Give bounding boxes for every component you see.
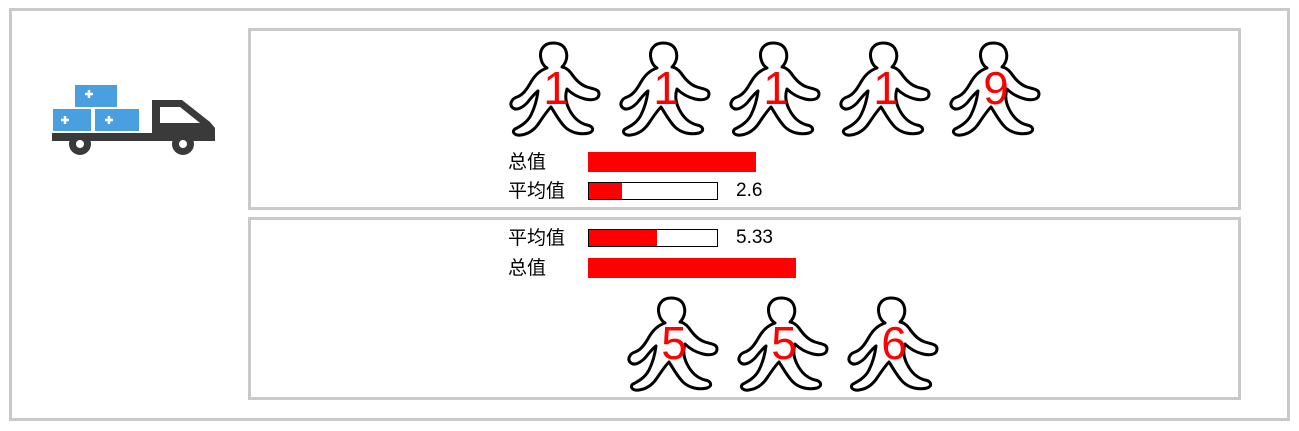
total-label: 总值 xyxy=(508,151,547,173)
person-count: 1 xyxy=(873,62,899,114)
person-figure: 1 xyxy=(501,37,611,139)
average-value: 2.6 xyxy=(736,180,763,201)
average-bar-frame xyxy=(588,182,718,200)
person-count: 5 xyxy=(661,317,687,369)
bottom-panel: 平均值 5.33 总值 5 5 6 xyxy=(248,217,1241,400)
top-panel: 1 1 1 1 9 总值 平均值 2.6 xyxy=(248,28,1241,210)
person-count: 9 xyxy=(983,62,1009,114)
person-figure: 1 xyxy=(721,37,831,139)
bottom-people-row: 5 5 6 xyxy=(619,292,949,394)
average-value: 5.33 xyxy=(736,227,773,248)
total-metric: 总值 xyxy=(508,151,756,173)
average-metric: 平均值 2.6 xyxy=(508,180,762,202)
person-count: 1 xyxy=(653,62,679,114)
total-label: 总值 xyxy=(508,257,547,279)
person-figure: 5 xyxy=(729,292,839,394)
top-people-row: 1 1 1 1 9 xyxy=(501,37,1051,139)
person-figure: 5 xyxy=(619,292,729,394)
total-metric: 总值 xyxy=(508,257,796,279)
average-label: 平均值 xyxy=(508,227,566,249)
total-bar xyxy=(588,152,756,172)
average-bar-frame xyxy=(588,229,718,247)
person-count: 1 xyxy=(763,62,789,114)
person-figure: 1 xyxy=(831,37,941,139)
average-bar-fill xyxy=(589,230,657,246)
average-metric: 平均值 5.33 xyxy=(508,227,773,249)
person-figure: 6 xyxy=(839,292,949,394)
average-bar-fill xyxy=(589,183,623,199)
person-figure: 1 xyxy=(611,37,721,139)
person-count: 5 xyxy=(771,317,797,369)
total-bar xyxy=(588,258,796,278)
person-figure: 9 xyxy=(941,37,1051,139)
person-count: 1 xyxy=(543,62,569,114)
person-count: 6 xyxy=(881,317,907,369)
delivery-truck-icon xyxy=(52,85,215,155)
average-label: 平均值 xyxy=(508,180,566,202)
